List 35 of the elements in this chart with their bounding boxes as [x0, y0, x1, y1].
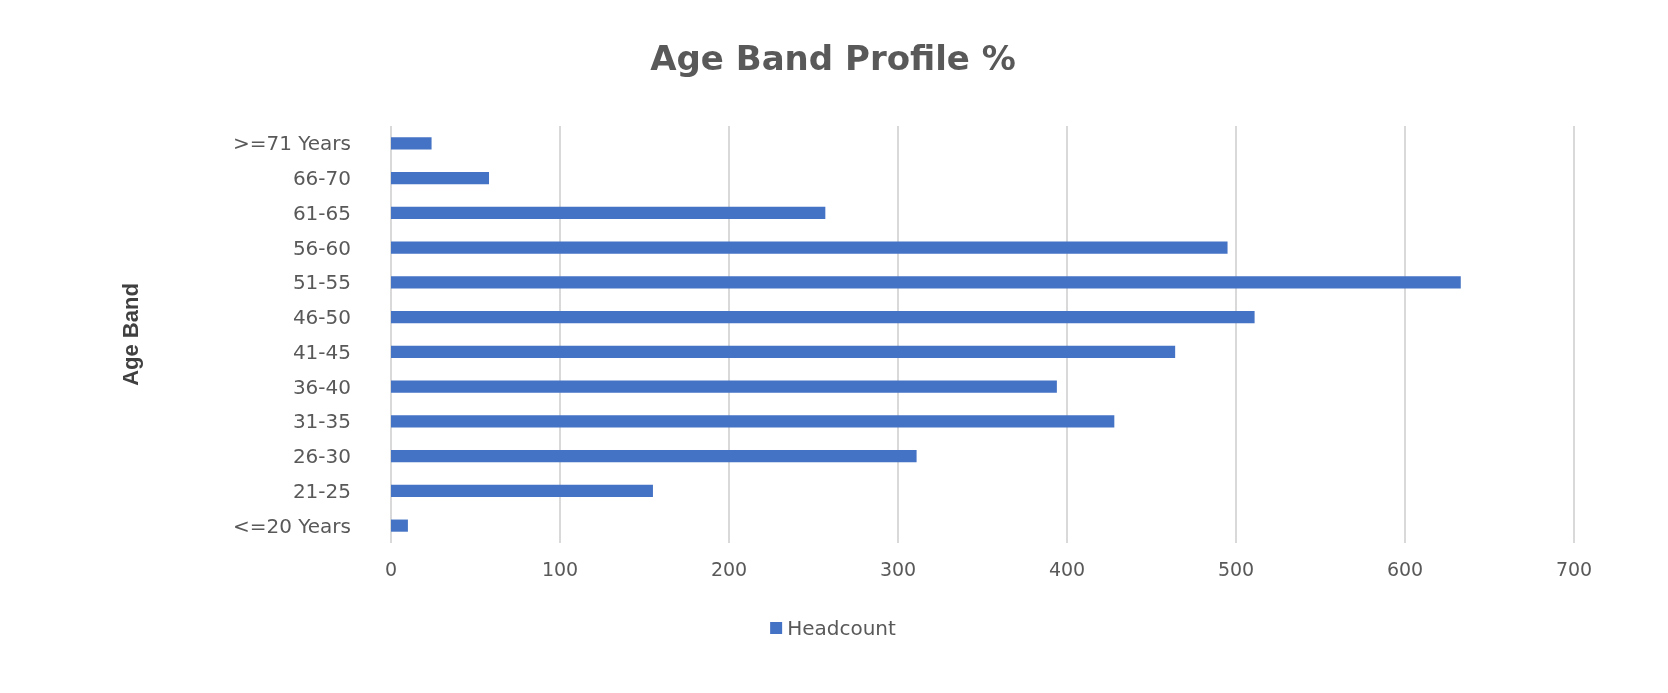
x-tick-label: 100: [541, 557, 579, 580]
bar: [391, 137, 432, 150]
bar: [391, 206, 826, 219]
y-axis-title: Age Band: [117, 283, 143, 386]
y-tick-label: >=71 Years: [232, 131, 351, 156]
y-tick-label: 56-60: [292, 235, 351, 260]
x-tick-label: 600: [1386, 557, 1424, 580]
y-tick-label: 61-65: [292, 200, 351, 225]
y-tick-label: 36-40: [292, 374, 351, 399]
y-tick-label: 66-70: [292, 166, 351, 191]
y-tick-label: 46-50: [292, 305, 351, 330]
bar: [391, 345, 1176, 358]
y-tick-label: 26-30: [292, 444, 351, 469]
x-tick-label: 200: [710, 557, 748, 580]
x-tick-label: 700: [1555, 557, 1593, 580]
x-tick-label: 400: [1048, 557, 1086, 580]
bar: [391, 519, 408, 532]
bar: [391, 484, 653, 497]
y-tick-label: 51-55: [292, 270, 351, 295]
bar: [391, 380, 1057, 393]
y-tick-label: 41-45: [292, 339, 351, 364]
x-tick-label: 300: [879, 557, 917, 580]
y-tick-label: 21-25: [292, 478, 351, 503]
bar: [391, 415, 1115, 428]
bar: [391, 311, 1255, 324]
y-tick-label: 31-35: [292, 409, 351, 434]
bar: [391, 241, 1228, 254]
bar: [391, 172, 490, 185]
bar: [391, 450, 917, 463]
x-tick-label: 500: [1217, 557, 1255, 580]
legend-label: Headcount: [787, 616, 897, 640]
y-tick-label: <=20 Years: [232, 513, 351, 538]
x-tick-label: 0: [384, 557, 398, 580]
chart-title: Age Band Profile %: [650, 38, 1016, 78]
bar: [391, 276, 1461, 289]
